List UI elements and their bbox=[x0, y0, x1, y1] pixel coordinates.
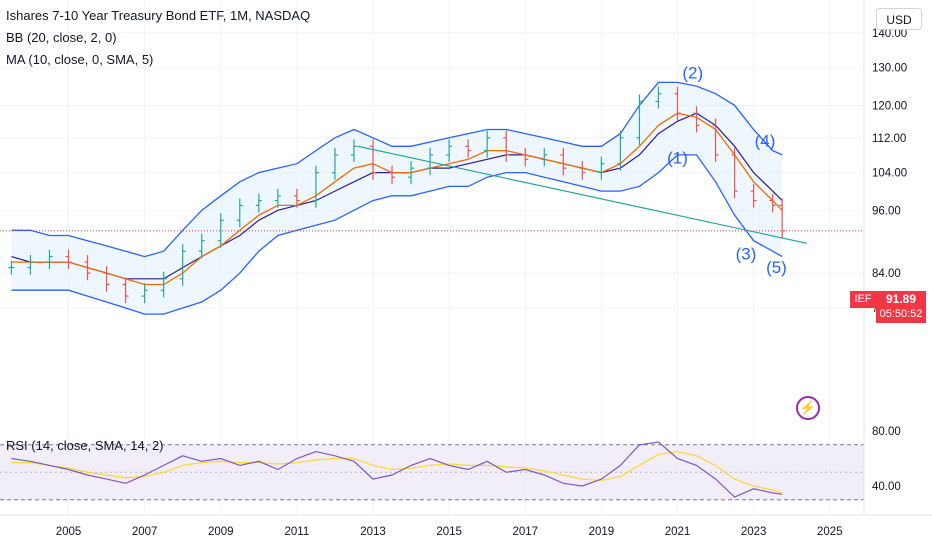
moving-average-line bbox=[11, 112, 783, 286]
symbol-badge: IEF bbox=[850, 291, 876, 308]
last-price-badge: 91.89 05:50:52 bbox=[876, 291, 926, 323]
price-bar bbox=[693, 106, 700, 133]
bar-countdown: 05:50:52 bbox=[879, 308, 923, 320]
price-bar bbox=[617, 130, 624, 171]
price-bar bbox=[484, 130, 491, 158]
price-bar bbox=[465, 139, 472, 158]
price-bar bbox=[27, 255, 34, 275]
price-bar bbox=[769, 193, 776, 213]
price-bar bbox=[65, 249, 72, 270]
price-bar bbox=[408, 161, 415, 185]
price-tick-label: 96.00 bbox=[872, 205, 901, 217]
price-bar bbox=[503, 130, 510, 163]
price-bar bbox=[712, 118, 719, 163]
bollinger-band-fill bbox=[11, 82, 783, 315]
price-bar bbox=[293, 188, 300, 208]
rsi-tick-label: 80.00 bbox=[872, 426, 901, 438]
price-bar bbox=[198, 233, 205, 259]
bollinger-upper-band bbox=[11, 81, 783, 258]
price-bar bbox=[236, 198, 243, 228]
rsi-pane bbox=[0, 441, 864, 501]
rsi-tick-label: 40.00 bbox=[872, 481, 901, 493]
time-tick-label: 2025 bbox=[817, 526, 843, 538]
currency-button[interactable]: USD bbox=[876, 8, 922, 30]
bollinger-lower-band bbox=[11, 154, 783, 315]
chart-title: Ishares 7-10 Year Treasury Bond ETF, 1M,… bbox=[6, 8, 311, 23]
time-tick-label: 2019 bbox=[589, 526, 615, 538]
price-bar bbox=[655, 86, 662, 109]
price-tick-label: 84.00 bbox=[872, 268, 901, 280]
price-bar bbox=[446, 139, 453, 163]
elliott-wave-labels: (1) (2) (3) (4) (5) bbox=[667, 64, 787, 277]
price-bar bbox=[179, 244, 186, 286]
price-bar bbox=[122, 277, 129, 304]
time-tick-label: 2009 bbox=[208, 526, 234, 538]
price-bar bbox=[541, 147, 548, 167]
time-tick-label: 2011 bbox=[285, 526, 310, 538]
price-bar bbox=[636, 94, 643, 145]
price-bar bbox=[560, 147, 567, 176]
price-bar bbox=[579, 161, 586, 180]
moving-average-indicator-label[interactable]: MA (10, close, 0, SMA, 5) bbox=[6, 52, 154, 67]
wave-label: (4) bbox=[755, 131, 776, 150]
price-tick-label: 120.00 bbox=[872, 100, 907, 112]
time-tick-label: 2023 bbox=[741, 526, 767, 538]
price-bar bbox=[598, 156, 605, 180]
rsi-line bbox=[11, 441, 783, 498]
price-tick-label: 140.00 bbox=[872, 28, 907, 40]
price-bar bbox=[84, 255, 91, 281]
last-price: 91.89 bbox=[885, 292, 917, 306]
time-tick-label: 2005 bbox=[56, 526, 82, 538]
time-tick-label: 2013 bbox=[360, 526, 386, 538]
price-tick-label: 112.00 bbox=[872, 133, 906, 145]
price-tick-label: 104.00 bbox=[872, 168, 907, 180]
price-bar bbox=[103, 266, 110, 292]
rsi-indicator-label[interactable]: RSI (14, close, SMA, 14, 2) bbox=[6, 438, 164, 453]
rsi-axis[interactable]: 80.00 40.00 bbox=[872, 426, 901, 493]
price-bar bbox=[160, 271, 167, 298]
time-tick-label: 2021 bbox=[665, 526, 691, 538]
time-tick-label: 2015 bbox=[436, 526, 462, 538]
time-axis[interactable]: 2005 2007 2009 2011 2013 2015 2017 2019 2021 2023… bbox=[56, 526, 843, 538]
price-axis[interactable]: 140.00 130.00 120.00 112.00 104.00 96.00 84.00… bbox=[872, 28, 907, 315]
price-bar bbox=[350, 139, 357, 163]
price-bars bbox=[8, 86, 786, 304]
price-bar bbox=[331, 147, 338, 180]
price-bar bbox=[750, 184, 757, 208]
price-bar bbox=[141, 283, 148, 304]
trendline[interactable] bbox=[357, 145, 808, 244]
price-bar bbox=[255, 193, 262, 213]
price-bar bbox=[217, 213, 224, 248]
price-bar bbox=[8, 260, 15, 275]
lightning-icon[interactable]: ⚡ bbox=[796, 396, 820, 420]
price-bar bbox=[389, 165, 396, 185]
price-bar bbox=[46, 249, 53, 270]
wave-label: (1) bbox=[667, 149, 688, 168]
wave-label: (3) bbox=[736, 244, 757, 263]
bollinger-indicator-label[interactable]: BB (20, close, 2, 0) bbox=[6, 30, 117, 45]
wave-label: (5) bbox=[766, 258, 787, 277]
price-bar bbox=[674, 86, 681, 121]
time-tick-label: 2007 bbox=[132, 526, 158, 538]
price-bar bbox=[274, 188, 281, 208]
price-bar bbox=[370, 139, 377, 180]
time-tick-label: 2017 bbox=[512, 526, 538, 538]
price-bar bbox=[522, 147, 529, 167]
wave-label: (2) bbox=[682, 64, 703, 83]
price-bar bbox=[731, 147, 738, 199]
price-bar bbox=[312, 165, 319, 208]
price-tick-label: 130.00 bbox=[872, 63, 907, 75]
